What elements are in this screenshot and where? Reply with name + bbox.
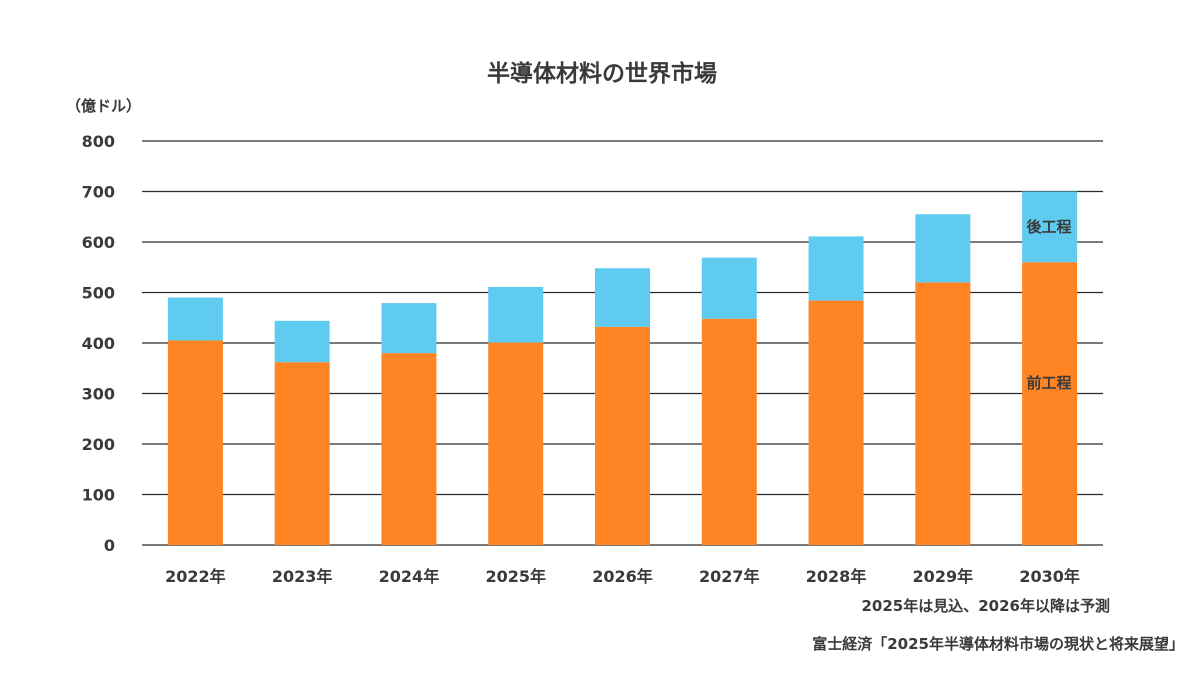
bar-back-end-2026年 [595,268,650,327]
x-tick-label: 2027年 [699,567,760,586]
series-label-back-end: 後工程 [1025,218,1071,236]
chart-title: 半導体材料の世界市場 [487,60,717,87]
bar-back-end-2023年 [274,320,330,363]
y-axis-unit-label: （億ドル） [66,97,141,115]
bar-back-end-2028年 [808,236,864,301]
y-tick-label: 200 [82,435,115,454]
bar-back-end-2029年 [915,214,971,283]
bar-back-end-2022年 [167,297,223,341]
bar-front-end-2024年 [381,353,437,545]
y-tick-label: 500 [82,284,115,303]
y-tick-label: 100 [82,486,115,505]
x-axis-ticks: 2022年 2023年 2024年 2025年 2026年 2027年 2028年 2029年… [165,567,1080,586]
y-tick-label: 700 [82,183,115,202]
bar-front-end-2026年 [595,326,650,545]
bars [167,191,1078,545]
bar-back-end-2027年 [701,257,757,319]
y-tick-label: 600 [82,233,115,252]
bar-back-end-2030年 [1022,191,1078,263]
x-tick-label: 2025年 [485,567,546,586]
y-tick-label: 300 [82,385,115,404]
x-tick-label: 2028年 [806,567,867,586]
bar-front-end-2022年 [167,340,223,545]
bar-front-end-2030年 [1022,262,1078,545]
bar-front-end-2023年 [274,362,330,545]
y-axis-ticks: 0 100 200 300 400 500 600 700 800 [82,132,115,555]
x-tick-label: 2023年 [272,567,333,586]
y-tick-label: 0 [104,536,115,555]
bar-front-end-2028年 [808,300,864,545]
x-tick-label: 2024年 [379,567,440,586]
bar-front-end-2029年 [915,282,971,545]
forecast-note: 2025年は見込、2026年以降は予測 [862,597,1111,615]
series-label-front-end: 前工程 [1026,374,1071,392]
x-tick-label: 2029年 [913,567,974,586]
y-tick-label: 800 [82,132,115,151]
bar-front-end-2027年 [701,318,757,545]
bar-back-end-2024年 [381,303,437,354]
bar-back-end-2025年 [488,286,544,343]
x-tick-label: 2022年 [165,567,226,586]
bar-front-end-2025年 [488,342,544,545]
source-note: 富士経済「2025年半導体材料市場の現状と将来展望」 [812,635,1184,653]
x-tick-label: 2030年 [1019,567,1080,586]
x-tick-label: 2026年 [592,567,653,586]
y-tick-label: 400 [82,334,115,353]
